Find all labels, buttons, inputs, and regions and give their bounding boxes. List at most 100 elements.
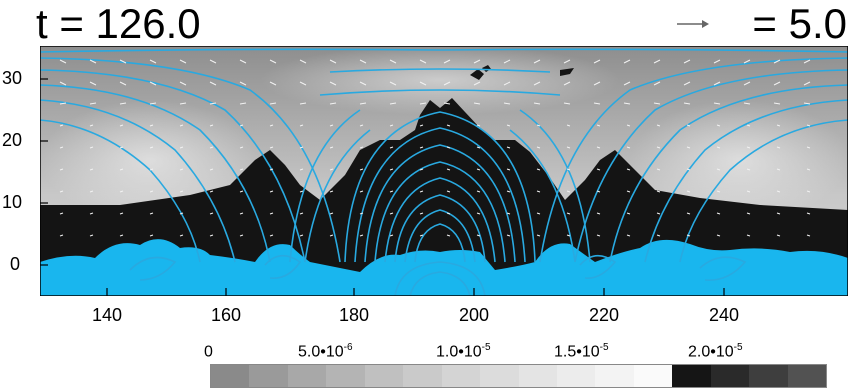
velocity-vector	[473, 81, 481, 86]
velocity-vector	[536, 124, 541, 127]
velocity-vector	[299, 59, 307, 64]
velocity-vector	[806, 168, 811, 171]
x-tick-label: 140	[91, 305, 123, 325]
velocity-vector	[476, 190, 481, 193]
velocity-vector	[596, 168, 601, 171]
velocity-vector	[59, 234, 64, 237]
velocity-vector	[446, 124, 451, 127]
x-tick-label: 160	[210, 305, 242, 325]
velocity-vector	[239, 102, 247, 105]
velocity-vector	[239, 59, 247, 64]
velocity-vector	[389, 59, 397, 64]
velocity-vector	[506, 234, 511, 237]
velocity-vector	[476, 124, 481, 127]
y-tick-label: 10	[2, 192, 23, 212]
velocity-vector	[776, 124, 781, 127]
velocity-vector	[596, 190, 601, 193]
velocity-vector	[59, 168, 64, 171]
velocity-vector	[149, 81, 157, 86]
velocity-vector	[593, 59, 601, 64]
velocity-vector	[389, 212, 394, 215]
velocity-vector	[329, 146, 334, 149]
velocity-vector	[716, 212, 721, 215]
velocity-vector	[389, 102, 397, 105]
velocity-vector	[776, 190, 781, 193]
velocity-vector	[209, 124, 214, 127]
velocity-vector	[359, 59, 367, 64]
velocity-vector	[209, 102, 217, 105]
velocity-vector	[209, 212, 214, 215]
velocity-vector	[626, 146, 631, 149]
velocity-vector	[119, 59, 127, 64]
velocity-vector	[389, 124, 394, 127]
velocity-vector	[476, 146, 481, 149]
velocity-vector	[653, 102, 661, 105]
velocity-vector	[563, 81, 571, 86]
velocity-vector	[209, 190, 214, 193]
velocity-vector	[536, 212, 541, 215]
velocity-vector	[179, 190, 184, 193]
velocity-vector	[443, 81, 451, 86]
colorbar-swatch	[211, 365, 250, 387]
velocity-vector	[329, 124, 334, 127]
velocity-vector	[299, 168, 304, 171]
velocity-vector	[179, 212, 184, 215]
velocity-vector	[179, 81, 187, 86]
velocity-vector	[269, 124, 274, 127]
velocity-vector	[473, 59, 481, 64]
velocity-vector	[359, 168, 364, 171]
colorbar-swatch	[326, 365, 365, 387]
velocity-vector	[359, 190, 364, 193]
velocity-vector	[443, 59, 451, 64]
velocity-vector	[566, 212, 571, 215]
velocity-vector	[506, 168, 511, 171]
velocity-vector	[446, 168, 451, 171]
velocity-vector	[89, 146, 94, 149]
velocity-vector	[743, 81, 751, 86]
velocity-vector	[209, 234, 214, 237]
velocity-vector	[179, 168, 184, 171]
velocity-vector	[746, 168, 751, 171]
velocity-vector	[566, 168, 571, 171]
velocity-vector	[89, 124, 94, 127]
velocity-vector	[299, 212, 304, 215]
velocity-vector	[596, 124, 601, 127]
velocity-vector	[716, 190, 721, 193]
velocity-vector	[776, 168, 781, 171]
velocity-vector	[713, 102, 721, 105]
colorbar-swatch	[556, 365, 596, 387]
velocity-vector	[419, 59, 427, 64]
velocity-vector	[239, 190, 244, 193]
velocity-vector	[119, 212, 124, 215]
y-tick-label: 20	[2, 130, 23, 150]
velocity-vector	[533, 59, 541, 64]
axis-ticks	[40, 78, 725, 296]
x-tick-label: 200	[458, 305, 490, 325]
velocity-vector	[299, 81, 307, 86]
colorbar-swatch	[787, 365, 826, 387]
velocity-vector	[149, 59, 157, 64]
velocity-vector	[329, 234, 334, 237]
velocity-vector	[623, 102, 631, 105]
velocity-vector	[656, 212, 661, 215]
velocity-vector	[359, 124, 364, 127]
velocity-vector	[533, 81, 541, 86]
velocity-vector	[269, 59, 277, 64]
velocity-vector	[209, 168, 214, 171]
velocity-vector	[806, 234, 811, 237]
velocity-vector	[299, 234, 304, 237]
velocity-vector	[476, 168, 481, 171]
velocity-vector	[683, 59, 691, 64]
velocity-vector	[536, 190, 541, 193]
colorbar-label: 0	[204, 343, 213, 361]
velocity-vector	[299, 102, 307, 105]
velocity-vectors	[59, 59, 811, 237]
velocity-vector	[716, 168, 721, 171]
velocity-vector	[119, 190, 124, 193]
velocity-vector	[593, 81, 601, 86]
velocity-vector	[269, 234, 274, 237]
velocity-vector	[566, 146, 571, 149]
colorbar-swatch	[403, 365, 442, 387]
